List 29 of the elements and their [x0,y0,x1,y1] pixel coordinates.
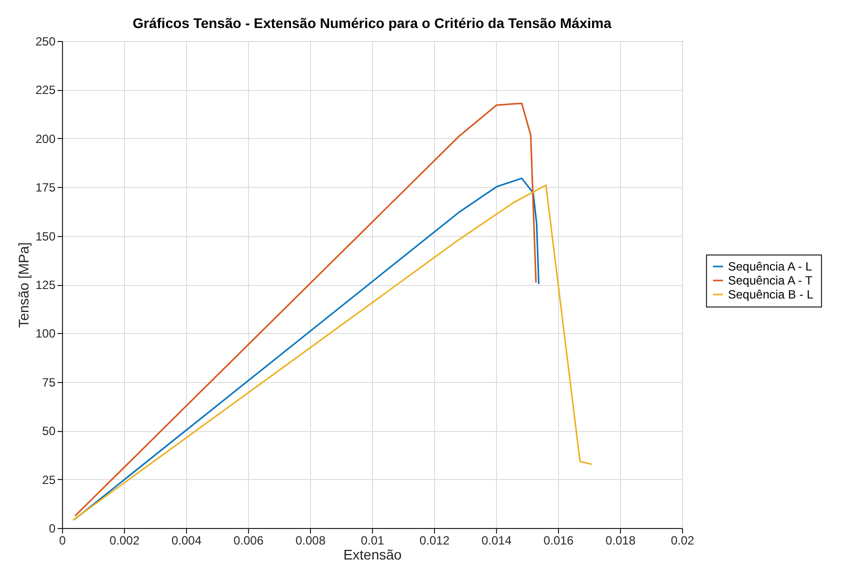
x-tick-label: 0.014 [481,534,512,548]
x-tick-label: 0.02 [670,534,694,548]
legend-label: Sequência A - T [728,274,814,288]
y-tick-label: 50 [42,424,56,438]
y-tick-label: 25 [42,472,56,487]
legend-label: Sequência A - L [728,260,812,274]
y-tick-label: 75 [42,375,56,390]
line-series [74,102,537,517]
x-tick-label: 0.01 [360,534,384,548]
y-tick-label: 175 [35,180,56,195]
x-tick-label: 0.016 [543,534,574,548]
y-tick-label: 150 [35,229,56,244]
chart-title: Gráficos Tensão - Extensão Numérico para o Critério da Tensão Máxima [132,15,612,31]
x-tick-label: 0.006 [233,534,264,548]
x-tick-label: 0.004 [171,534,202,548]
y-tick-label: 100 [35,326,56,341]
y-axis-title: Tensão [MPa] [15,242,32,328]
y-tick-label: 0 [48,522,56,536]
x-tick-label: 0.002 [109,534,140,548]
x-axis-title: Extensão [343,546,402,562]
y-tick-label: 225 [35,83,56,98]
y-tick-label: 250 [35,34,56,48]
x-tick-label: 0.008 [295,534,326,548]
x-tick-label: 0 [59,534,66,548]
legend-label: Sequência B - L [728,288,814,302]
x-tick-label: 0.012 [419,534,450,548]
x-tick-label: 0.018 [605,534,636,548]
y-tick-label: 200 [35,132,56,146]
y-tick-label: 125 [35,278,56,292]
